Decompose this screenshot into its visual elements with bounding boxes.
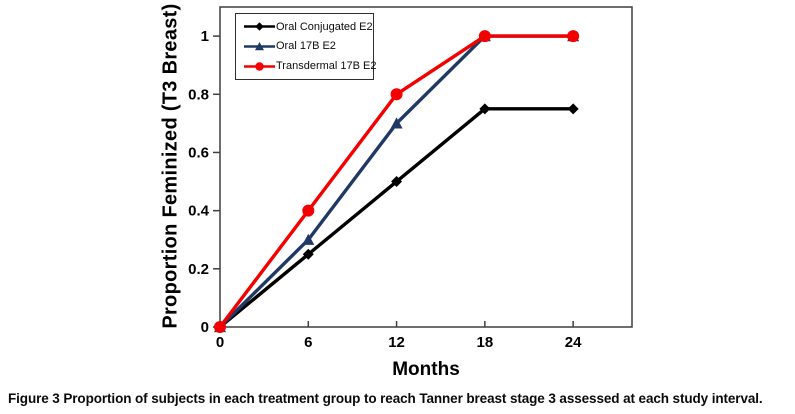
- y-tick-label: 0: [201, 319, 209, 336]
- legend-item-transdermal-17b-e2: Transdermal 17B E2: [244, 60, 376, 72]
- triangle-marker: [302, 233, 315, 245]
- y-tick-label: 0.4: [188, 203, 210, 220]
- legend-item-oral-conjugated-e2: Oral Conjugated E2: [244, 20, 373, 33]
- x-axis-label: Months: [392, 359, 460, 380]
- triangle-marker: [390, 117, 403, 129]
- circle-marker: [390, 88, 403, 101]
- y-tick-label: 0.6: [188, 144, 209, 161]
- series-oral-conjugated-e2: [214, 103, 579, 333]
- y-axis-label: Proportion Feminized (T3 Breast): [159, 3, 182, 329]
- chart-legend: Oral Conjugated E2 Oral 17B E2 Transderm…: [235, 13, 376, 80]
- legend-label: Transdermal 17B E2: [276, 60, 377, 73]
- x-tick-label: 6: [304, 334, 312, 351]
- x-tick-label: 18: [477, 334, 494, 351]
- legend-diamond-marker-icon: [244, 22, 275, 32]
- y-tick-label: 0.2: [188, 261, 209, 278]
- figure-caption-label: Figure 3: [8, 391, 60, 406]
- circle-marker: [302, 204, 315, 217]
- y-tick-label: 1: [201, 28, 209, 45]
- series-line: [218, 107, 575, 329]
- circle-marker: [214, 321, 226, 333]
- diamond-marker: [479, 103, 491, 115]
- legend-label: Oral 17B E2: [276, 40, 336, 53]
- circle-marker: [567, 30, 580, 43]
- legend-triangle-marker-icon: [244, 41, 275, 51]
- diamond-marker: [567, 103, 579, 115]
- figure-caption-text: Proportion of subjects in each treatment…: [63, 391, 763, 406]
- x-tick-label: 12: [388, 334, 405, 351]
- plot-border: [219, 6, 633, 328]
- legend-label: Oral Conjugated E2: [276, 20, 373, 33]
- y-tick-label: 0.8: [188, 86, 209, 103]
- diamond-marker: [302, 248, 314, 260]
- diamond-marker: [391, 176, 403, 188]
- plot-area: 0 0.2 0.4 0.6 0.8 1 0 6 12 18 24: [188, 6, 633, 351]
- series-transdermal-17b-e2: [214, 30, 580, 333]
- x-tick-label: 24: [565, 334, 582, 351]
- figure-caption: Figure 3 Proportion of subjects in each …: [8, 391, 788, 406]
- legend-circle-marker-icon: [244, 61, 275, 71]
- legend-item-oral-17b-e2: Oral 17B E2: [244, 40, 371, 52]
- circle-marker: [478, 30, 491, 43]
- x-tick-label: 0: [216, 334, 224, 351]
